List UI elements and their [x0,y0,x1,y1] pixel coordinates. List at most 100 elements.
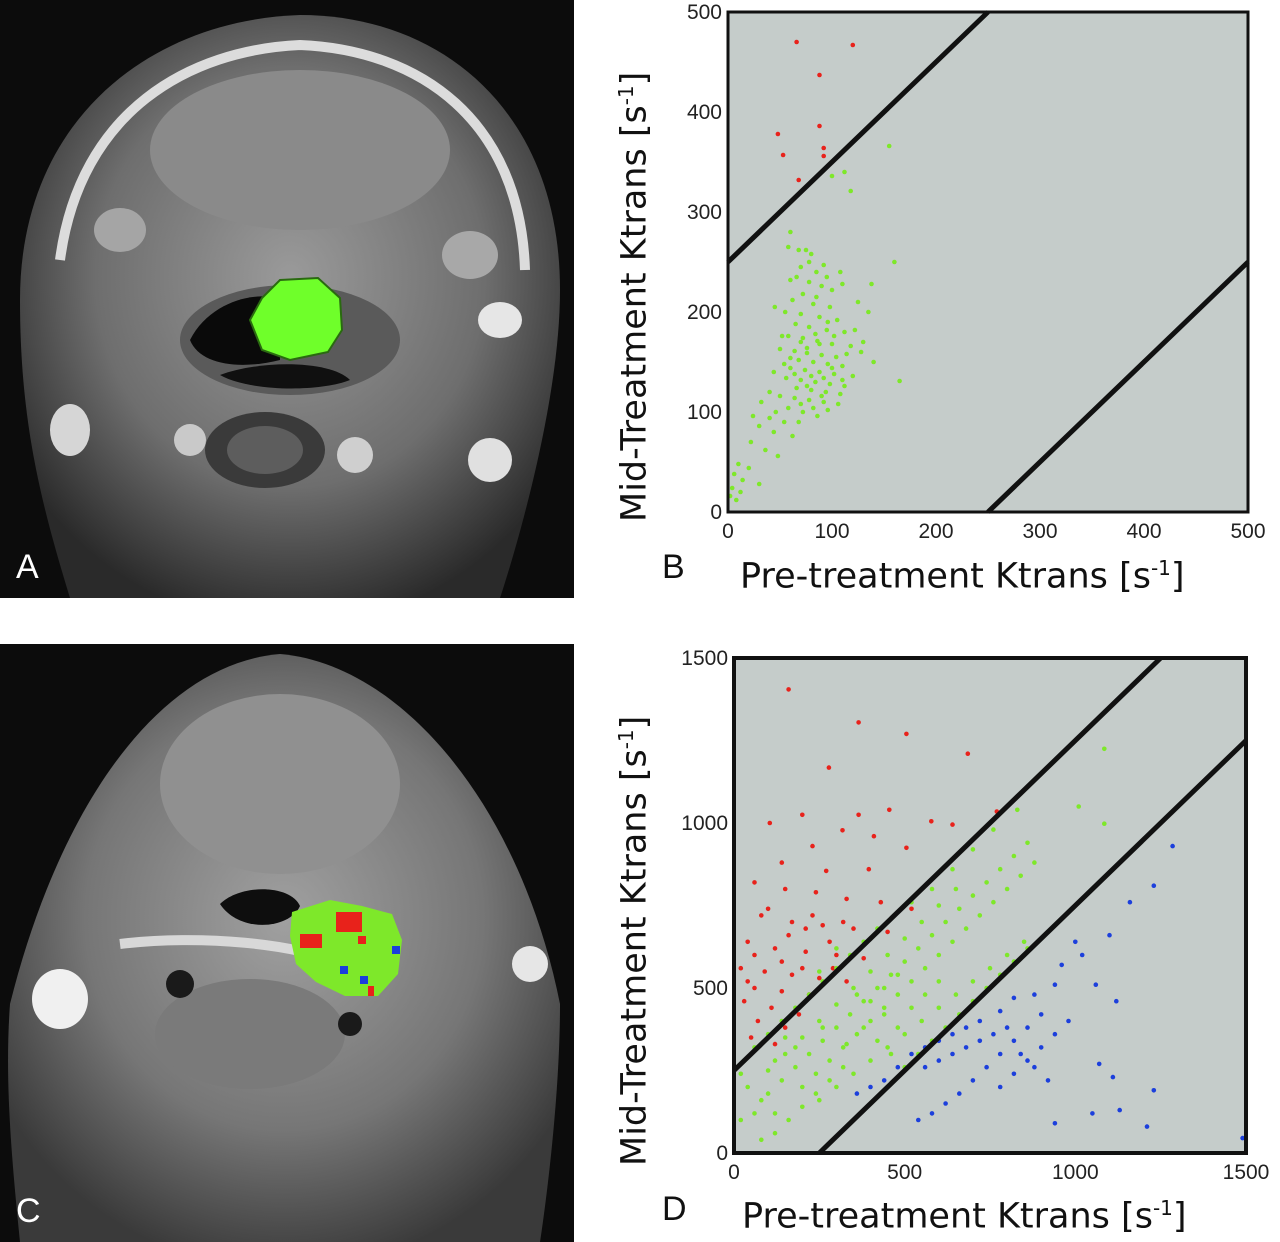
data-point-blue-d [1117,1107,1122,1113]
data-point-green-b [811,301,816,307]
data-point-green-b [835,401,841,407]
data-point-green-d [970,893,976,898]
data-point-red-d [820,923,825,928]
data-point-green-d [868,969,873,974]
data-point-green-b [777,346,783,352]
data-point-green-b [790,433,795,439]
data-point-green-b [798,377,804,383]
data-point-green-b [815,413,820,419]
data-point-green-b [821,375,826,381]
data-point-green-d [800,1035,805,1040]
data-point-green-d [779,1078,785,1083]
data-point-blue-d [1151,1088,1157,1093]
data-point-blue-d [977,1018,983,1024]
data-point-green-b [771,369,777,375]
data-point-green-d [827,1078,832,1083]
data-point-red-d [840,828,845,833]
reference-line-1-d [732,656,1163,1073]
data-point-green-d [861,1025,866,1030]
data-point-blue-d [1004,1025,1010,1030]
data-point-green-d [772,1058,778,1063]
data-point-red-b [780,152,786,158]
data-point-red-b [817,72,822,78]
data-point-green-d [745,1084,750,1090]
panel-label-d: D [662,1190,687,1228]
data-point-green-b [771,429,777,435]
data-point-red-d [782,886,788,892]
data-point-green-b [794,385,799,391]
data-point-green-b [806,397,812,403]
mri-image-a-drawing [0,0,574,598]
data-point-red-d [786,687,791,692]
data-point-green-d [851,985,856,991]
data-point-green-b [808,251,814,257]
data-point-red-d [752,985,757,991]
data-point-green-d [895,992,901,997]
data-point-red-d [759,913,764,918]
data-point-blue-d [1073,939,1078,945]
data-point-green-b [840,363,845,369]
data-point-green-b [788,277,793,283]
data-point-green-d [970,847,976,852]
data-point-blue-d [1052,1121,1058,1126]
data-point-green-b [827,304,833,310]
data-point-green-b [817,369,822,375]
data-point-green-d [1004,952,1010,958]
data-point-green-b [844,351,849,357]
data-point-green-d [875,985,880,991]
y-axis-label-b-text: Mid-Treatment Ktrans [s [614,105,655,522]
data-point-green-d [1032,860,1037,865]
data-point-green-b [838,269,843,275]
data-point-green-b [804,350,810,356]
data-point-green-b [750,413,756,419]
series-red-d [738,687,1000,1047]
data-point-green-b [858,349,864,355]
data-point-green-b [783,375,789,381]
x-tick-label-d: 0 [728,1161,740,1184]
x-tick-label-d: 1000 [1052,1161,1099,1184]
data-point-green-d [936,952,942,958]
data-point-green-d [875,1038,880,1044]
data-point-green-b [842,169,847,175]
data-point-green-b [848,188,853,194]
data-point-red-d [769,1005,774,1011]
data-point-red-d [803,949,808,954]
data-point-green-d [759,1097,764,1103]
data-point-green-b [759,399,764,405]
data-point-blue-d [868,1084,873,1090]
reference-line-1-b [726,10,990,264]
data-point-blue-d [895,1064,901,1070]
data-point-red-d [827,939,832,945]
data-point-red-d [834,952,839,958]
data-point-red-d [745,979,750,984]
x-axis-label-b: Pre-treatment Ktrans [s-1] [740,556,1185,597]
data-point-red-d [851,926,856,931]
data-point-green-d [765,1091,771,1096]
data-point-green-d [840,1064,846,1070]
data-point-green-b [824,274,830,280]
data-point-green-d [970,979,976,984]
data-point-green-d [834,1084,839,1090]
data-point-green-d [902,959,907,964]
data-point-green-d [922,965,928,971]
data-point-green-d [1025,840,1030,846]
data-point-green-b [731,471,737,477]
data-point-green-d [806,1051,812,1057]
y-axis-label-d: Mid-Treatment Ktrans [s-1] [614,716,655,1166]
data-point-green-b [824,327,830,333]
data-point-green-d [868,998,873,1004]
data-point-red-d [755,1018,761,1024]
data-point-red-d [748,1035,754,1040]
data-point-green-d [991,899,996,905]
data-point-green-b [825,407,831,413]
data-point-green-d [793,1045,798,1050]
series-red-b [775,39,856,183]
data-point-green-b [775,453,781,459]
data-point-green-d [861,998,866,1004]
data-point-red-d [741,998,747,1004]
data-point-green-b [825,319,831,325]
data-point-red-d [817,975,822,981]
data-point-green-b [825,361,831,367]
data-point-green-b [734,497,739,503]
data-point-green-b [806,279,812,285]
